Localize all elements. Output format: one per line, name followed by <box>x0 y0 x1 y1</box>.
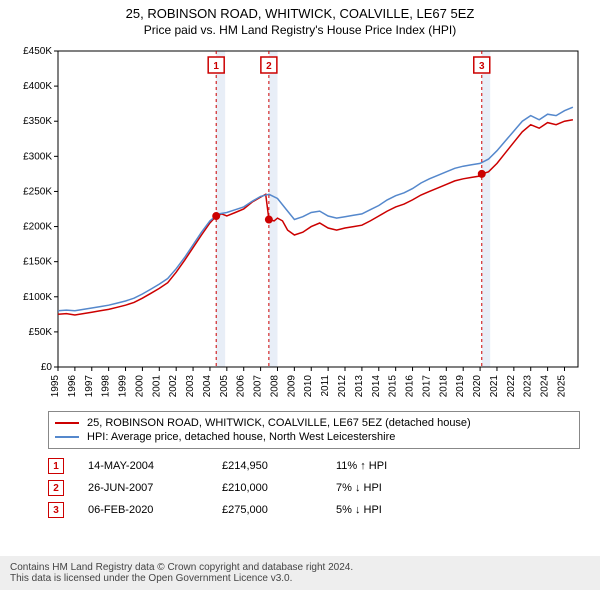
y-tick-label: £0 <box>41 362 53 373</box>
plot-border <box>58 51 578 367</box>
x-tick-label: 2001 <box>151 375 162 398</box>
x-tick-label: 2008 <box>269 375 280 398</box>
x-tick-label: 2014 <box>371 375 382 398</box>
sale-row-badge: 2 <box>48 480 64 496</box>
x-tick-label: 2018 <box>438 375 449 398</box>
x-tick-label: 2000 <box>134 375 145 398</box>
y-tick-label: £400K <box>23 81 52 92</box>
x-tick-label: 2023 <box>523 375 534 398</box>
chart-area: £0 £50K £100K £150K £200K £250K £300K £350K £400… <box>10 43 590 403</box>
x-tick-label: 2021 <box>489 375 500 398</box>
x-tick-label: 2024 <box>540 375 551 398</box>
x-tick-label: 2017 <box>421 375 432 398</box>
sale-row-badge: 1 <box>48 458 64 474</box>
x-tick-label: 1999 <box>118 375 129 398</box>
footer-attribution: Contains HM Land Registry data © Crown c… <box>0 556 600 590</box>
sale-row-diff: 11% ↑ HPI <box>336 460 436 472</box>
sales-table: 1 14-MAY-2004 £214,950 11% ↑ HPI 2 26-JUN-200… <box>48 455 580 521</box>
sale-row-badge: 3 <box>48 502 64 518</box>
shaded-band <box>269 51 278 367</box>
x-tick-label: 2025 <box>556 375 567 398</box>
x-tick-label: 2013 <box>354 375 365 398</box>
x-tick-label: 2006 <box>236 375 247 398</box>
y-tick-label: £150K <box>23 257 52 268</box>
x-tick-label: 1997 <box>84 375 95 398</box>
legend-label: 25, ROBINSON ROAD, WHITWICK, COALVILLE, … <box>87 417 471 429</box>
x-tick-label: 2016 <box>405 375 416 398</box>
sale-row: 1 14-MAY-2004 £214,950 11% ↑ HPI <box>48 455 580 477</box>
sale-row-price: £214,950 <box>222 460 312 472</box>
x-tick-label: 2003 <box>185 375 196 398</box>
x-tick-label: 2010 <box>303 375 314 398</box>
legend: 25, ROBINSON ROAD, WHITWICK, COALVILLE, … <box>48 411 580 449</box>
sale-row: 2 26-JUN-2007 £210,000 7% ↓ HPI <box>48 477 580 499</box>
x-tick-label: 2009 <box>286 375 297 398</box>
sale-badge-num: 1 <box>213 61 219 72</box>
sale-row: 3 06-FEB-2020 £275,000 5% ↓ HPI <box>48 499 580 521</box>
shaded-band <box>482 51 490 367</box>
x-tick-label: 2015 <box>388 375 399 398</box>
x-tick-label: 2002 <box>168 375 179 398</box>
legend-label: HPI: Average price, detached house, Nort… <box>87 431 395 443</box>
sale-dot <box>212 212 220 220</box>
footer-line-1: Contains HM Land Registry data © Crown c… <box>10 562 590 573</box>
x-tick-label: 2022 <box>506 375 517 398</box>
x-tick-label: 1996 <box>67 375 78 398</box>
x-tick-label: 2011 <box>320 375 331 397</box>
y-tick-label: £200K <box>23 222 52 233</box>
sale-row-diff: 7% ↓ HPI <box>336 482 436 494</box>
x-tick-label: 2007 <box>253 375 264 398</box>
y-tick-label: £250K <box>23 186 52 197</box>
y-tick-label: £300K <box>23 151 52 162</box>
legend-swatch <box>55 422 79 424</box>
sale-row-diff: 5% ↓ HPI <box>336 504 436 516</box>
sale-row-price: £210,000 <box>222 482 312 494</box>
series-hpi <box>58 107 573 311</box>
chart-subtitle: Price paid vs. HM Land Registry's House … <box>0 21 600 43</box>
sale-dot <box>478 170 486 178</box>
x-tick-label: 2019 <box>455 375 466 398</box>
y-tick-label: £450K <box>23 46 52 57</box>
y-tick-label: £100K <box>23 292 52 303</box>
sale-badge-num: 2 <box>266 61 272 72</box>
sale-dot <box>265 216 273 224</box>
shaded-band <box>216 51 225 367</box>
sale-row-price: £275,000 <box>222 504 312 516</box>
legend-swatch <box>55 436 79 438</box>
line-chart-svg: £0 £50K £100K £150K £200K £250K £300K £350K £400… <box>10 43 590 403</box>
chart-title: 25, ROBINSON ROAD, WHITWICK, COALVILLE, … <box>0 0 600 21</box>
x-tick-label: 2005 <box>219 375 230 398</box>
footer-line-2: This data is licensed under the Open Gov… <box>10 573 590 584</box>
legend-row: 25, ROBINSON ROAD, WHITWICK, COALVILLE, … <box>55 416 573 430</box>
x-tick-label: 1995 <box>50 375 61 398</box>
y-tick-label: £350K <box>23 116 52 127</box>
legend-row: HPI: Average price, detached house, Nort… <box>55 430 573 444</box>
x-tick-label: 2012 <box>337 375 348 398</box>
y-tick-label: £50K <box>29 327 53 338</box>
series-property <box>58 120 573 315</box>
sale-badge-num: 3 <box>479 61 485 72</box>
sale-row-date: 06-FEB-2020 <box>88 504 198 516</box>
sale-row-date: 26-JUN-2007 <box>88 482 198 494</box>
x-tick-label: 2004 <box>202 375 213 398</box>
x-tick-label: 1998 <box>101 375 112 398</box>
x-tick-label: 2020 <box>472 375 483 398</box>
sale-row-date: 14-MAY-2004 <box>88 460 198 472</box>
